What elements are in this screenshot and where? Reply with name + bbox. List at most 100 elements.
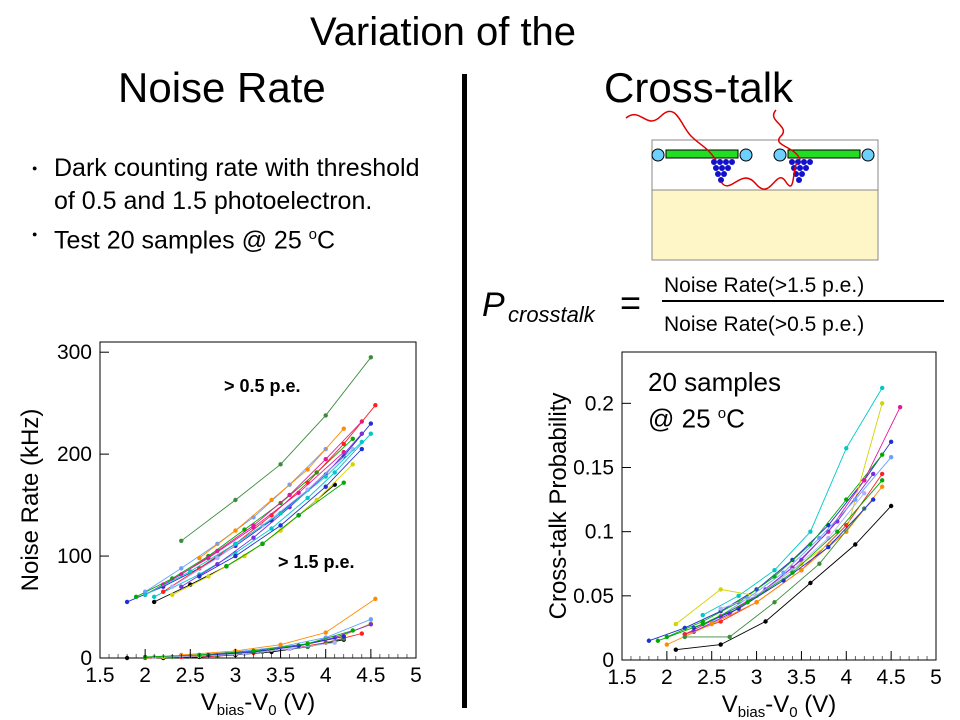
data-point (763, 619, 768, 624)
data-point (359, 631, 365, 636)
data-point (754, 600, 759, 605)
data-point (323, 413, 328, 418)
bullet-list: Dark counting rate with threshold of 0.5… (30, 152, 430, 257)
data-point (260, 541, 265, 547)
data-point (269, 526, 274, 531)
data-point (879, 478, 885, 483)
y-tick-label: 0.15 (573, 457, 614, 480)
y-tick-label: 0 (602, 649, 614, 672)
formula-lhs: P (482, 286, 505, 324)
data-point (278, 642, 283, 647)
x-tick-label: 5 (410, 664, 422, 687)
data-point (368, 355, 374, 360)
data-point (709, 621, 714, 627)
data-point (287, 504, 292, 510)
data-point (287, 492, 292, 498)
data-point (871, 471, 876, 477)
x-tick-label: 1.5 (607, 666, 636, 689)
data-point (224, 564, 229, 569)
data-point (197, 555, 202, 561)
data-point (879, 471, 885, 477)
data-point (888, 455, 894, 460)
data-point (826, 544, 831, 550)
data-point (215, 548, 220, 554)
series-line (153, 433, 372, 598)
y-axis-label: Noise Rate (kHz) (17, 409, 44, 592)
plot-frame (621, 351, 937, 661)
data-point (844, 446, 849, 451)
data-point (269, 497, 274, 503)
data-point (179, 538, 184, 543)
data-point (646, 638, 652, 643)
data-point (718, 587, 723, 592)
data-point (368, 617, 374, 622)
data-point (879, 452, 885, 457)
data-point (170, 584, 175, 589)
data-point (888, 439, 894, 445)
formula-numerator: Noise Rate(>1.5 p.e.) (664, 274, 864, 297)
series-line (711, 456, 892, 622)
data-point (341, 441, 346, 447)
data-point (772, 574, 777, 579)
x-axis-label: Vbias-V0 (V) (722, 691, 837, 720)
data-point (142, 592, 148, 597)
data-point (799, 567, 804, 573)
x-tick-label: 3 (230, 664, 242, 687)
x-tick-label: 2.5 (176, 664, 205, 687)
y-tick-label: 100 (57, 545, 92, 568)
data-point (368, 622, 374, 627)
cross-talk-heading: Cross-talk (604, 64, 794, 111)
data-point (332, 470, 337, 475)
x-tick-label: 3.5 (266, 664, 295, 687)
data-point (278, 528, 283, 533)
data-point (278, 523, 283, 528)
samples-note: 20 samples @ 25 oC (648, 367, 781, 434)
data-point (323, 484, 328, 489)
series-line (126, 423, 372, 603)
data-point (808, 542, 813, 547)
x-tick-label: 3.5 (787, 666, 816, 689)
data-point (350, 446, 355, 452)
data-point (853, 497, 858, 502)
data-point (835, 519, 840, 524)
data-point (305, 467, 310, 472)
noise-rate-chart: 1.5 2 2.5 3 3.5 4 4.5 5 0 100 200 300 Vbias-V0 (V) No… (17, 341, 422, 719)
data-point (332, 640, 337, 645)
x-tick-label: 4.5 (356, 664, 385, 687)
series-line (199, 428, 345, 559)
series-line (684, 407, 901, 635)
data-point (124, 599, 130, 605)
data-point (233, 528, 238, 533)
data-point (888, 503, 894, 509)
data-point (745, 600, 750, 605)
data-point (323, 457, 328, 462)
x-axis-label: Vbias-V0 (V) (201, 689, 316, 719)
data-point (197, 574, 202, 579)
data-point (879, 484, 885, 489)
series-line (648, 441, 892, 642)
series-line (702, 387, 883, 616)
series-line (657, 480, 883, 642)
series-line (666, 486, 883, 646)
x-tick-label: 2.5 (697, 666, 726, 689)
data-point (341, 480, 346, 485)
slide-title: Variation of the (309, 10, 577, 54)
data-point (323, 474, 328, 479)
series-line (208, 636, 344, 656)
data-point (373, 403, 378, 408)
data-point (871, 497, 876, 502)
data-point (736, 593, 741, 599)
data-point (350, 462, 355, 467)
data-point (844, 497, 849, 502)
data-point (350, 436, 355, 442)
data-point (727, 634, 732, 640)
x-tick-label: 3 (751, 666, 763, 689)
series-line (135, 438, 354, 598)
data-point (879, 401, 885, 406)
x-tick-label: 1.5 (85, 664, 114, 687)
y-axis-label: Cross-talk Probability (545, 393, 572, 620)
series-line (181, 598, 376, 656)
data-point (682, 634, 687, 640)
data-point (664, 642, 670, 647)
series-line (144, 441, 363, 596)
